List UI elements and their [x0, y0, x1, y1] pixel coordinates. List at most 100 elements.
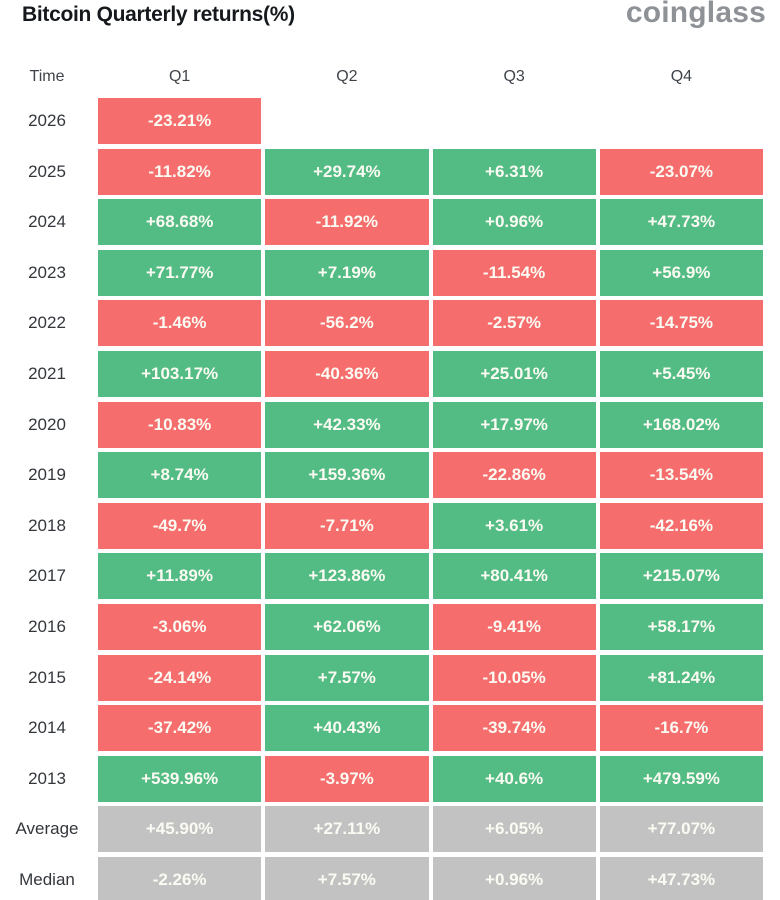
return-cell-average-q2: +27.11% — [265, 806, 429, 853]
return-cell-2019-q2: +159.36% — [265, 452, 429, 499]
row-label-average: Average — [15, 819, 79, 839]
return-cell-median-q4: +47.73% — [599, 856, 763, 900]
return-cell-2021-q4: +5.45% — [599, 350, 763, 397]
table-row-2019: 2019 +8.74% +159.36% -22.86% -13.54% — [0, 452, 780, 499]
table-row-2025: 2025 -11.82% +29.74% +6.31% -23.07% — [0, 148, 780, 195]
return-cell-2023-q2: +7.19% — [265, 249, 429, 296]
return-cell-median-q2: +7.57% — [265, 856, 429, 900]
table-row-2017: 2017 +11.89% +123.86% +80.41% +215.07% — [0, 553, 780, 600]
table-row-median: Median -2.26% +7.57% +0.96% +47.73% — [0, 856, 780, 900]
table-row-2020: 2020 -10.83% +42.33% +17.97% +168.02% — [0, 401, 780, 448]
return-cell-2024-q4: +47.73% — [599, 199, 763, 246]
row-label-2024: 2024 — [28, 212, 66, 232]
table-row-2023: 2023 +71.77% +7.19% -11.54% +56.9% — [0, 249, 780, 296]
return-cell-2017-q4: +215.07% — [599, 553, 763, 600]
row-label-median: Median — [19, 869, 75, 889]
return-cell-2013-q1: +539.96% — [98, 755, 262, 802]
title-bar: Bitcoin Quarterly returns(%) coinglass — [0, 0, 780, 56]
return-cell-2020-q4: +168.02% — [599, 401, 763, 448]
column-header-row: Time Q1 Q2 Q3 Q4 — [0, 56, 780, 98]
return-cell-2026-q2 — [265, 98, 428, 144]
column-header-q4: Q4 — [670, 68, 693, 85]
return-cell-2022-q2: -56.2% — [265, 300, 429, 347]
row-label-2013: 2013 — [28, 768, 66, 788]
return-cell-2019-q1: +8.74% — [98, 452, 262, 499]
return-cell-average-q4: +77.07% — [599, 806, 763, 853]
return-cell-2018-q1: -49.7% — [98, 502, 262, 549]
column-header-q3: Q3 — [503, 68, 525, 85]
row-label-2022: 2022 — [28, 313, 66, 333]
return-cell-2014-q3: -39.74% — [432, 705, 596, 752]
return-cell-2025-q3: +6.31% — [432, 148, 596, 195]
return-cell-2025-q2: +29.74% — [265, 148, 429, 195]
return-cell-2016-q1: -3.06% — [98, 603, 262, 650]
return-cell-2025-q1: -11.82% — [98, 148, 262, 195]
row-label-2026: 2026 — [28, 111, 66, 130]
return-cell-median-q1: -2.26% — [98, 856, 262, 900]
return-cell-2023-q3: -11.54% — [432, 249, 596, 296]
return-cell-2015-q4: +81.24% — [599, 654, 763, 701]
return-cell-2025-q4: -23.07% — [599, 148, 763, 195]
return-cell-2019-q3: -22.86% — [432, 452, 596, 499]
return-cell-2017-q1: +11.89% — [98, 553, 262, 600]
table-row-2018: 2018 -49.7% -7.71% +3.61% -42.16% — [0, 502, 780, 549]
return-cell-2026-q4 — [600, 98, 763, 144]
table-row-2013: 2013 +539.96% -3.97% +40.6% +479.59% — [0, 755, 780, 802]
return-cell-2024-q2: -11.92% — [265, 199, 429, 246]
return-cell-2018-q2: -7.71% — [265, 502, 429, 549]
table-row-2014: 2014 -37.42% +40.43% -39.74% -16.7% — [0, 705, 780, 752]
row-label-2021: 2021 — [28, 363, 66, 383]
return-cell-2015-q3: -10.05% — [432, 654, 596, 701]
return-cell-2022-q1: -1.46% — [98, 300, 262, 347]
return-cell-2024-q3: +0.96% — [432, 199, 596, 246]
return-cell-2016-q2: +62.06% — [265, 603, 429, 650]
return-cell-2018-q4: -42.16% — [599, 502, 763, 549]
return-cell-2023-q1: +71.77% — [98, 249, 262, 296]
return-cell-2021-q1: +103.17% — [98, 350, 262, 397]
return-cell-2018-q3: +3.61% — [432, 502, 596, 549]
return-cell-2024-q1: +68.68% — [98, 199, 262, 246]
table-row-average: Average +45.90% +27.11% +6.05% +77.07% — [0, 806, 780, 853]
return-cell-2014-q2: +40.43% — [265, 705, 429, 752]
return-cell-2021-q2: -40.36% — [265, 350, 429, 397]
return-cell-2022-q4: -14.75% — [599, 300, 763, 347]
return-cell-2016-q3: -9.41% — [432, 603, 596, 650]
table-row-2024: 2024 +68.68% -11.92% +0.96% +47.73% — [0, 199, 780, 246]
table-row-2022: 2022 -1.46% -56.2% -2.57% -14.75% — [0, 300, 780, 347]
return-cell-2017-q3: +80.41% — [432, 553, 596, 600]
return-cell-2022-q3: -2.57% — [432, 300, 596, 347]
return-cell-2020-q2: +42.33% — [265, 401, 429, 448]
row-label-2014: 2014 — [28, 718, 66, 738]
row-label-2020: 2020 — [28, 414, 66, 434]
row-label-2015: 2015 — [28, 667, 66, 687]
row-label-2025: 2025 — [28, 161, 66, 181]
returns-table-body: 2026 -23.21% 2025 -11.82% +29.74% +6.31% -23.0… — [0, 98, 780, 900]
row-label-2017: 2017 — [28, 566, 66, 586]
table-row-2016: 2016 -3.06% +62.06% -9.41% +58.17% — [0, 603, 780, 650]
return-cell-2013-q2: -3.97% — [265, 755, 429, 802]
page-title: Bitcoin Quarterly returns(%) — [22, 3, 295, 26]
return-cell-2014-q4: -16.7% — [599, 705, 763, 752]
return-cell-2016-q4: +58.17% — [599, 603, 763, 650]
return-cell-2019-q4: -13.54% — [599, 452, 763, 499]
return-cell-2015-q2: +7.57% — [265, 654, 429, 701]
row-label-2016: 2016 — [28, 616, 66, 636]
row-label-2023: 2023 — [28, 262, 66, 282]
return-cell-2013-q3: +40.6% — [432, 755, 596, 802]
return-cell-2014-q1: -37.42% — [98, 705, 262, 752]
column-header-q1: Q1 — [168, 68, 191, 85]
table-row-2026: 2026 -23.21% — [0, 98, 780, 144]
return-cell-2020-q1: -10.83% — [98, 401, 262, 448]
return-cell-2015-q1: -24.14% — [98, 654, 262, 701]
table-row-2015: 2015 -24.14% +7.57% -10.05% +81.24% — [0, 654, 780, 701]
return-cell-2017-q2: +123.86% — [265, 553, 429, 600]
return-cell-average-q3: +6.05% — [432, 806, 596, 853]
table-row-2021: 2021 +103.17% -40.36% +25.01% +5.45% — [0, 350, 780, 397]
column-header-time: Time — [29, 68, 65, 85]
return-cell-2021-q3: +25.01% — [432, 350, 596, 397]
return-cell-average-q1: +45.90% — [98, 806, 262, 853]
return-cell-2026-q1: -23.21% — [98, 98, 262, 144]
row-label-2018: 2018 — [28, 515, 66, 535]
coinglass-logo[interactable]: coinglass — [625, 0, 766, 29]
